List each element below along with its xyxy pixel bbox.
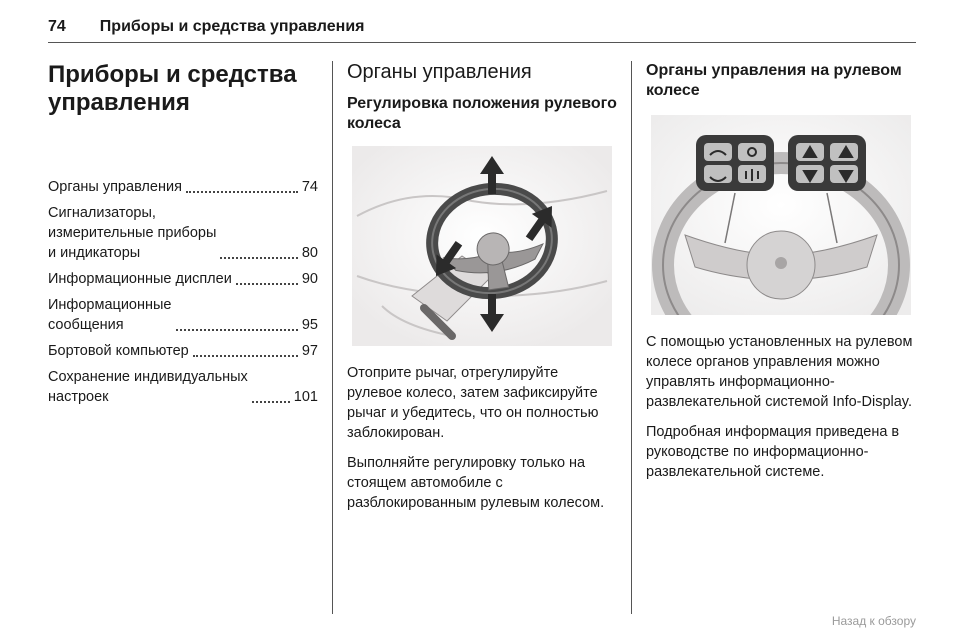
steering-adjust-illustration [347, 146, 617, 346]
col-1: Приборы и средства управления Органы упр… [48, 61, 332, 614]
toc-page: 74 [302, 177, 318, 197]
toc-page: 97 [302, 341, 318, 361]
toc-label: Органы управления [48, 177, 182, 197]
toc-item[interactable]: Органы управления 74 [48, 177, 318, 197]
toc-dots [252, 401, 290, 403]
toc-item[interactable]: Информационные сообщения 95 [48, 295, 318, 335]
page-number: 74 [48, 18, 66, 36]
col3-subtitle: Органы управления на рулевом колесе [646, 61, 916, 101]
toc-page: 80 [302, 243, 318, 263]
toc-page: 95 [302, 315, 318, 335]
header: 74 Приборы и средства управления [48, 18, 916, 36]
toc-label: Информационные дисплеи [48, 269, 232, 289]
toc: Органы управления 74 Сигнализаторы, измери… [48, 177, 318, 407]
toc-page: 90 [302, 269, 318, 289]
col3-paragraph-2: Подробная информация приведена в руковод… [646, 422, 916, 482]
col-3: Органы управления на рулевом колесе [632, 61, 916, 614]
col-2: Органы управления Регулировка положения … [333, 61, 631, 614]
toc-item[interactable]: Информационные дисплеи 90 [48, 269, 318, 289]
toc-label: Бортовой компьютер [48, 341, 189, 361]
toc-dots [186, 191, 298, 193]
toc-item[interactable]: Сигнализаторы, измерительные приборы и и… [48, 203, 318, 263]
footer-link[interactable]: Назад к обзору [48, 614, 916, 628]
page: 74 Приборы и средства управления Приборы… [0, 0, 954, 638]
toc-page: 101 [294, 387, 318, 407]
col3-paragraph-1: С помощью установленных на рулевом колес… [646, 332, 916, 412]
toc-label: Сохранение индивидуальных настроек [48, 367, 248, 407]
toc-label: Информационные сообщения [48, 295, 172, 335]
main-title: Приборы и средства управления [48, 61, 318, 117]
header-title: Приборы и средства управления [100, 18, 365, 36]
col2-paragraph-2: Выполняйте регулировку только на стоящем… [347, 453, 617, 513]
col2-paragraph-1: Отоприте рычаг, отрегулируйте рулевое ко… [347, 363, 617, 443]
toc-dots [193, 355, 298, 357]
header-rule [48, 42, 916, 43]
col2-subtitle: Регулировка положения рулевого колеса [347, 94, 617, 134]
columns: Приборы и средства управления Органы упр… [48, 61, 916, 614]
toc-item[interactable]: Сохранение индивидуальных настроек 101 [48, 367, 318, 407]
toc-dots [176, 329, 298, 331]
toc-dots [236, 283, 298, 285]
section-title: Органы управления [347, 61, 617, 84]
toc-item[interactable]: Бортовой компьютер 97 [48, 341, 318, 361]
toc-dots [220, 257, 297, 259]
toc-label: Сигнализаторы, измерительные приборы и и… [48, 203, 216, 263]
steering-controls-illustration [646, 115, 916, 315]
